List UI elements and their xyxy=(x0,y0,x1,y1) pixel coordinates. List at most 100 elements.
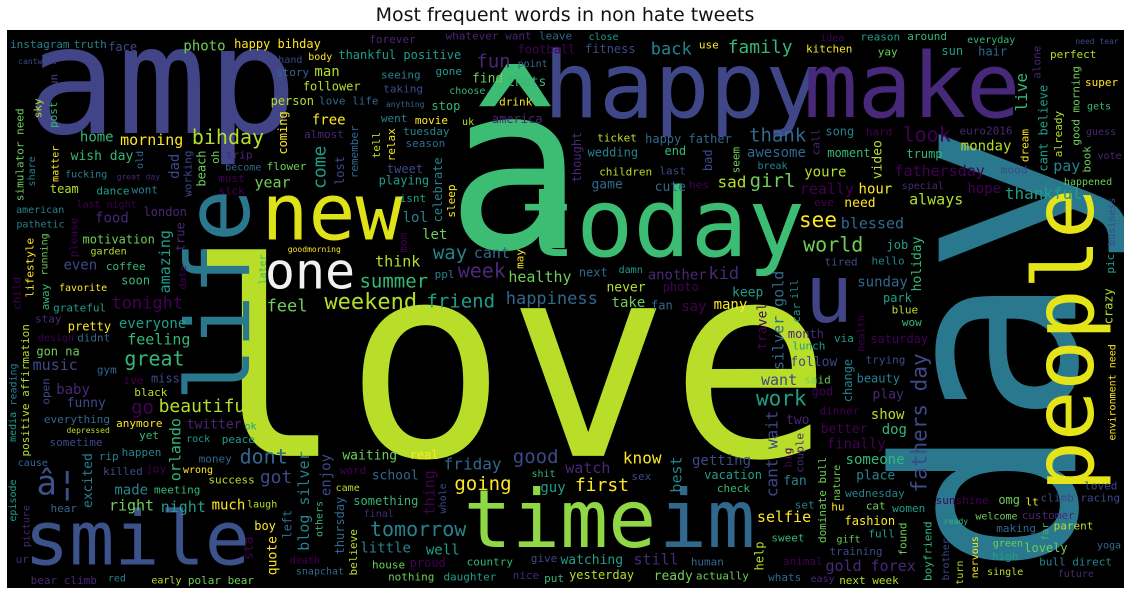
word-70: blessed xyxy=(841,214,904,232)
word-285: believe xyxy=(347,529,360,575)
word-193: wednesday xyxy=(845,487,905,500)
word-19: great xyxy=(124,347,184,371)
word-371: must xyxy=(218,172,245,185)
word-351: child xyxy=(11,277,24,310)
word-158: real xyxy=(410,448,439,462)
word-118: need xyxy=(844,196,875,211)
word-27: good xyxy=(513,446,559,468)
word-163: change xyxy=(841,359,855,402)
word-315: parent xyxy=(1054,519,1094,532)
word-360: cause xyxy=(18,458,48,469)
word-58: selfie xyxy=(757,508,811,526)
word-11: time xyxy=(464,473,657,566)
word-214: bear climb xyxy=(31,574,97,587)
word-59: feeling xyxy=(127,330,190,348)
word-228: relax xyxy=(385,128,398,161)
word-16: work xyxy=(756,387,807,411)
word-21: look xyxy=(903,123,951,147)
word-146: playing xyxy=(379,174,430,188)
word-267: mood xyxy=(1001,163,1028,176)
word-29: summer xyxy=(359,271,428,293)
word-106: â¦ xyxy=(37,464,78,504)
word-154: month xyxy=(788,327,824,341)
word-265: perfect xyxy=(1050,48,1096,61)
word-273: set xyxy=(795,498,815,511)
word-339: later xyxy=(258,254,269,284)
word-53: blog silver xyxy=(295,451,313,550)
word-241: hes xyxy=(689,179,709,192)
word-370: become xyxy=(225,163,261,174)
word-68: morning xyxy=(120,131,183,149)
word-246: women xyxy=(892,502,925,515)
word-378: goodmorning xyxy=(288,245,341,254)
word-356: media xyxy=(8,412,19,442)
word-4: today xyxy=(519,169,805,279)
word-361: death xyxy=(290,555,320,566)
word-122: ready xyxy=(654,569,693,584)
word-160: happy father xyxy=(645,132,732,146)
word-92: take xyxy=(612,295,646,311)
word-226: dance xyxy=(96,184,129,197)
word-336: car xyxy=(790,303,803,323)
word-57: want xyxy=(761,371,797,389)
word-255: ticket xyxy=(597,131,637,144)
word-392: running xyxy=(39,233,50,275)
word-192: flower xyxy=(267,160,307,173)
word-212: dominate bull xyxy=(816,457,829,543)
word-220: season xyxy=(405,137,445,150)
word-170: thursday xyxy=(333,497,347,555)
word-138: coming xyxy=(276,111,290,154)
word-74: still xyxy=(633,551,678,569)
word-197: trying xyxy=(866,353,906,366)
word-156: job xyxy=(887,238,909,252)
word-263: wont xyxy=(132,184,159,197)
word-247: sex xyxy=(631,470,651,483)
word-150: left xyxy=(281,510,295,539)
word-62: year xyxy=(254,174,290,192)
word-238: movie xyxy=(415,114,448,127)
word-50: friday xyxy=(444,454,502,473)
word-391: idea xyxy=(820,33,844,44)
word-243: ill xyxy=(788,279,801,299)
word-271: hard xyxy=(866,126,893,139)
word-133: excited xyxy=(81,453,96,508)
word-107: enjoy xyxy=(319,454,335,496)
word-289: boyfriend xyxy=(922,521,935,581)
word-334: future xyxy=(1058,569,1094,580)
word-80: cant xyxy=(474,244,510,262)
word-291: word xyxy=(340,464,367,477)
word-132: waiting xyxy=(342,449,397,464)
word-148: pretty xyxy=(68,319,111,333)
word-32: girl xyxy=(750,170,796,192)
word-52: healthy xyxy=(508,268,571,286)
word-372: house xyxy=(372,559,405,572)
word-144: thought xyxy=(570,132,584,183)
word-166: cant believe xyxy=(1037,85,1051,172)
word-242: actually xyxy=(696,569,749,582)
word-39: family xyxy=(728,37,793,58)
word-345: laugh xyxy=(247,500,277,511)
word-236: via xyxy=(834,332,854,345)
word-204: almost xyxy=(304,128,344,141)
word-290: human xyxy=(691,555,724,568)
word-231: ive xyxy=(124,374,144,387)
word-395: turn xyxy=(955,561,966,585)
word-295: tell xyxy=(370,132,383,159)
word-180: next xyxy=(579,265,608,279)
word-38: first xyxy=(575,475,629,496)
word-318: favorite xyxy=(59,283,107,294)
word-264: alone xyxy=(1030,46,1043,79)
word-127: funny xyxy=(67,396,106,411)
word-102: photo xyxy=(183,39,225,55)
word-81: say xyxy=(681,299,706,315)
word-54: gold forex xyxy=(825,557,915,575)
word-25: bihday xyxy=(192,125,264,149)
word-324: easy xyxy=(811,574,835,585)
word-123: fan xyxy=(783,474,806,489)
word-9: new xyxy=(262,168,403,258)
word-77: getting xyxy=(692,453,751,469)
word-317: training xyxy=(830,545,883,558)
word-333: pathetic xyxy=(16,219,64,230)
